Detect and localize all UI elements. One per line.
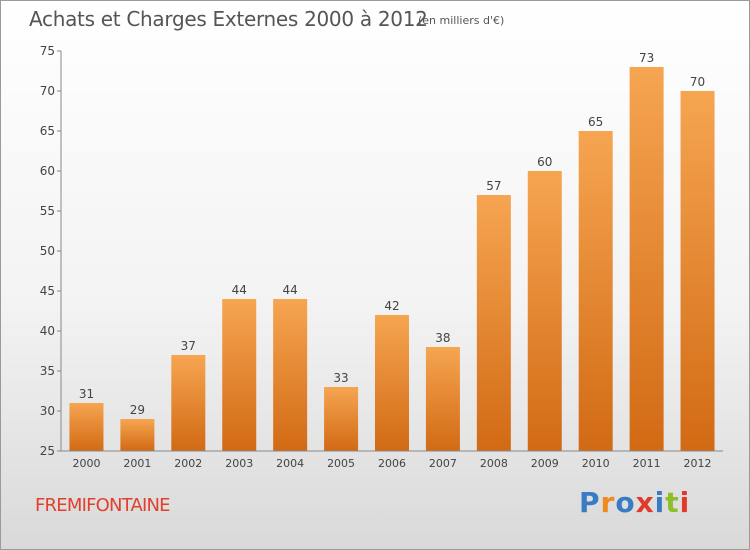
bar-value-label: 65 [588,115,603,129]
x-tick-label: 2004 [276,457,304,470]
bar [578,131,613,451]
x-tick-label: 2007 [429,457,457,470]
bar [222,299,257,451]
logo-letter: i [654,486,666,519]
bars: 31 29 37 44 44 33 42 38 57 60 65 73 70 [69,51,715,451]
x-tick-label: 2003 [225,457,253,470]
x-tick-label: 2002 [174,457,202,470]
y-tick-label: 45 [40,284,55,298]
logo-letter: o [615,486,636,519]
y-tick-label: 35 [40,364,55,378]
bar-value-label: 37 [181,339,196,353]
bar-value-label: 60 [537,155,552,169]
bar-value-label: 44 [232,283,247,297]
bar-value-label: 44 [283,283,298,297]
bar [120,419,155,451]
bar [324,387,359,451]
bar-value-label: 73 [639,51,654,65]
town-name: FREMIFONTAINE [35,495,171,516]
y-tick-label: 55 [40,204,55,218]
bar [629,67,664,451]
bar [425,347,460,451]
bar-value-label: 42 [384,299,399,313]
bar [680,91,715,451]
logo-letter: x [635,486,655,519]
y-tick-label: 60 [40,164,55,178]
y-tick-label: 40 [40,324,55,338]
bar-value-label: 33 [333,371,348,385]
y-axis: 25 30 35 40 45 50 55 60 65 70 75 [40,44,62,458]
bar [476,195,511,451]
bar-value-label: 70 [690,75,705,89]
x-tick-label: 2000 [72,457,100,470]
x-tick-label: 2006 [378,457,406,470]
logo-letter: t [665,486,680,519]
chart-title: Achats et Charges Externes 2000 à 2012 [29,7,428,31]
logo-letter: r [600,486,616,519]
y-tick-label: 30 [40,404,55,418]
bar [69,403,104,451]
bar [527,171,562,451]
chart-subtitle: (en milliers d'€) [418,14,505,27]
bar [273,299,308,451]
bar [171,355,206,451]
x-tick-label: 2011 [633,457,661,470]
logo-letter: P [579,486,601,519]
x-tick-label: 2012 [684,457,712,470]
bar-value-label: 38 [435,331,450,345]
x-axis: 2000 2001 2002 2003 2004 2005 2006 2007 2008 2009… [61,450,723,470]
y-tick-label: 75 [40,44,55,58]
logo-letter: i [679,486,691,519]
y-tick-label: 65 [40,124,55,138]
y-tick-label: 70 [40,84,55,98]
bar-value-label: 57 [486,179,501,193]
x-tick-label: 2005 [327,457,355,470]
bar-value-label: 29 [130,403,145,417]
proxiti-logo: Proxiti [579,486,690,519]
y-tick-label: 50 [40,244,55,258]
x-tick-label: 2009 [531,457,559,470]
x-tick-label: 2008 [480,457,508,470]
y-tick-label: 25 [40,444,55,458]
x-tick-label: 2001 [123,457,151,470]
bar-value-label: 31 [79,387,94,401]
x-tick-label: 2010 [582,457,610,470]
bar [375,315,409,451]
